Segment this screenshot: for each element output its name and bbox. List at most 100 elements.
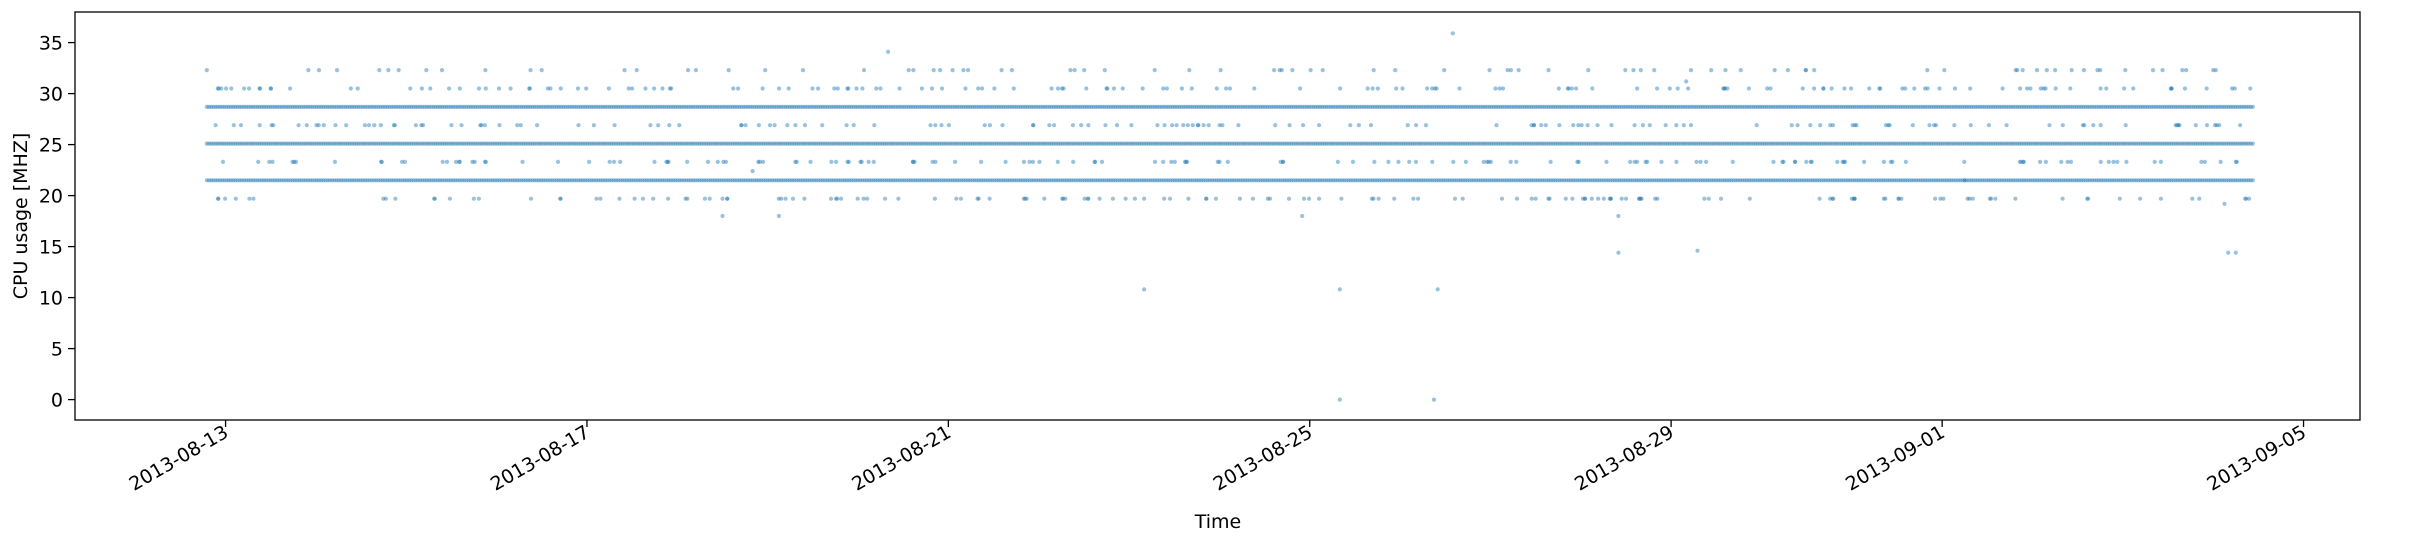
data-point xyxy=(1706,196,1711,201)
data-point xyxy=(1243,178,1248,183)
data-point xyxy=(1130,178,1136,183)
data-point xyxy=(2208,178,2214,183)
data-point xyxy=(631,178,636,183)
data-point xyxy=(992,86,997,91)
data-point xyxy=(382,178,388,183)
data-point xyxy=(1203,178,1208,183)
data-point xyxy=(453,141,458,146)
data-point xyxy=(1051,178,1056,183)
data-point xyxy=(1986,178,1991,183)
data-point xyxy=(2200,178,2205,183)
data-point xyxy=(1590,86,1595,91)
data-point xyxy=(1681,123,1686,128)
data-point xyxy=(695,178,700,183)
data-point xyxy=(1754,123,1759,128)
data-point xyxy=(365,141,370,146)
data-point xyxy=(1590,178,1595,183)
data-point xyxy=(946,178,951,183)
data-point xyxy=(332,178,337,183)
data-point xyxy=(2069,68,2074,73)
data-point xyxy=(730,178,735,183)
data-point xyxy=(750,178,755,183)
data-point xyxy=(1694,178,1699,183)
data-point xyxy=(1042,178,1048,183)
data-point xyxy=(492,141,498,146)
data-point xyxy=(2092,178,2097,183)
data-point xyxy=(1733,178,1738,183)
data-point xyxy=(1185,123,1190,128)
data-point xyxy=(451,141,456,146)
data-point xyxy=(1276,178,1281,183)
data-point xyxy=(1441,178,1446,183)
data-point xyxy=(233,196,238,201)
data-point xyxy=(793,123,798,128)
data-point xyxy=(1905,178,1910,183)
data-point xyxy=(1852,196,1857,201)
data-point xyxy=(1931,178,1936,183)
data-point xyxy=(1623,196,1629,201)
data-point xyxy=(468,141,473,146)
data-point xyxy=(402,178,407,183)
data-point xyxy=(312,141,317,146)
data-point xyxy=(792,178,797,183)
data-point xyxy=(2043,159,2048,164)
data-point xyxy=(1823,178,1829,183)
data-point xyxy=(1025,178,1030,183)
data-point xyxy=(1460,196,1465,201)
data-point xyxy=(447,196,452,201)
data-point xyxy=(1097,178,1103,183)
data-point xyxy=(943,178,949,183)
data-point xyxy=(393,178,399,183)
data-point xyxy=(354,141,359,146)
data-point xyxy=(1335,178,1340,183)
data-point xyxy=(420,141,425,146)
data-point xyxy=(1000,123,1005,128)
data-point xyxy=(1775,178,1780,183)
data-point xyxy=(933,159,938,164)
y-tick-label: 15 xyxy=(39,237,63,259)
data-point xyxy=(1595,123,1600,128)
data-point xyxy=(1867,86,1872,91)
data-point xyxy=(575,86,581,91)
data-point xyxy=(301,141,306,146)
data-point xyxy=(424,141,429,146)
data-point xyxy=(1817,196,1822,201)
data-point xyxy=(2076,178,2082,183)
data-point xyxy=(1174,178,1180,183)
data-point xyxy=(1516,68,1521,73)
data-point xyxy=(2017,159,2022,164)
data-point xyxy=(884,178,889,183)
data-point xyxy=(261,141,267,146)
data-point xyxy=(930,178,935,183)
data-point xyxy=(1135,178,1140,183)
data-point xyxy=(1079,123,1084,128)
data-point xyxy=(1250,196,1255,201)
data-point xyxy=(844,178,850,183)
data-point xyxy=(844,123,849,128)
data-point xyxy=(435,141,440,146)
data-point xyxy=(1542,178,1547,183)
data-point xyxy=(1300,213,1305,219)
data-point xyxy=(1120,86,1125,91)
data-point xyxy=(2038,159,2043,164)
data-point xyxy=(1113,178,1118,183)
data-point xyxy=(1290,68,1295,73)
data-point xyxy=(239,178,245,183)
data-point xyxy=(2123,178,2128,183)
data-point xyxy=(1311,178,1316,183)
data-point xyxy=(1821,178,1826,183)
data-point xyxy=(1313,178,1318,183)
data-point xyxy=(378,141,383,146)
data-point xyxy=(869,178,874,183)
data-point xyxy=(308,178,313,183)
data-point xyxy=(1566,86,1571,91)
data-point xyxy=(855,196,860,201)
data-point xyxy=(1785,68,1790,73)
data-point xyxy=(396,141,401,146)
data-point xyxy=(1456,178,1461,183)
data-point xyxy=(1371,68,1376,73)
data-point xyxy=(244,178,249,183)
data-point xyxy=(1841,159,1846,164)
data-point xyxy=(459,123,464,128)
data-point xyxy=(980,86,985,91)
